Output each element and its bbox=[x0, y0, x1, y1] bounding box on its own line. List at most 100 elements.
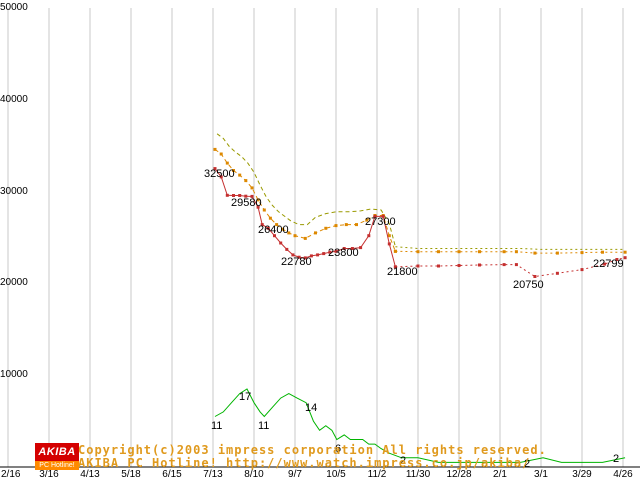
average-price-marker bbox=[232, 169, 235, 172]
average-price-marker bbox=[256, 198, 260, 202]
lowest-price-marker bbox=[623, 256, 627, 260]
point-value-label: 11 bbox=[258, 420, 270, 432]
point-value-label: 2 bbox=[524, 458, 531, 470]
x-axis-tick-label: 3/16 bbox=[39, 469, 59, 480]
lowest-price-marker bbox=[393, 265, 397, 269]
highest-price-line bbox=[395, 246, 626, 250]
lowest-price-marker bbox=[328, 250, 332, 254]
x-axis-tick-label: 12/28 bbox=[446, 469, 472, 480]
lowest-price-marker bbox=[373, 214, 377, 218]
average-price-marker bbox=[555, 251, 559, 255]
point-value-label: 32500 bbox=[204, 168, 235, 180]
average-price-marker bbox=[262, 208, 266, 212]
point-value-label: 2 bbox=[613, 453, 620, 465]
average-price-marker bbox=[387, 234, 391, 238]
point-value-label: 20750 bbox=[513, 279, 544, 291]
average-price-marker bbox=[324, 226, 328, 230]
average-price-marker bbox=[334, 224, 338, 228]
average-price-marker bbox=[623, 250, 627, 254]
copyright-watermark-text: Copyright(c)2003 impress corporation All… bbox=[78, 443, 547, 457]
lowest-price-marker bbox=[615, 258, 619, 261]
lowest-price-marker bbox=[514, 263, 518, 267]
point-value-label: 26400 bbox=[258, 224, 289, 236]
y-axis-tick-label: 20000 bbox=[0, 277, 28, 289]
y-axis-tick-label: 30000 bbox=[0, 185, 28, 197]
lowest-price-marker bbox=[367, 234, 371, 238]
lowest-price-marker bbox=[260, 223, 264, 227]
lowest-price-marker bbox=[334, 249, 338, 253]
point-value-label: 11 bbox=[211, 420, 223, 432]
average-price-marker bbox=[244, 179, 248, 183]
average-price-marker bbox=[416, 250, 420, 254]
average-price-marker bbox=[287, 231, 291, 235]
akiba-logo: AKIBA PC Hotline! bbox=[35, 443, 79, 470]
lowest-price-marker bbox=[533, 275, 537, 278]
point-value-label: 22780 bbox=[281, 256, 312, 268]
lowest-price-marker bbox=[502, 263, 506, 267]
average-price-marker bbox=[281, 227, 285, 231]
x-axis-tick-label: 4/26 bbox=[613, 469, 633, 480]
lowest-price-marker bbox=[416, 264, 420, 268]
akiba-logo-subtitle: PC Hotline! bbox=[35, 461, 79, 470]
lowest-price-marker bbox=[273, 234, 276, 238]
x-axis-tick-label: 11/2 bbox=[367, 469, 387, 480]
x-axis-tick-label: 6/15 bbox=[162, 469, 182, 480]
average-price-marker bbox=[275, 223, 279, 227]
lowest-price-marker bbox=[219, 175, 223, 179]
lowest-price-marker bbox=[250, 194, 254, 198]
y-axis-tick-label: 40000 bbox=[0, 93, 28, 105]
lowest-price-marker bbox=[309, 254, 313, 258]
site-url-watermark-text: AKIBA PC Hotline! http://www.watch.impre… bbox=[78, 456, 531, 470]
lowest-price-marker bbox=[387, 242, 391, 246]
average-price-marker bbox=[478, 250, 481, 254]
lowest-price-marker bbox=[297, 255, 301, 259]
lowest-price-marker bbox=[359, 246, 363, 250]
lowest-price-marker bbox=[285, 247, 289, 251]
point-value-label: 6 bbox=[335, 443, 342, 455]
average-price-marker bbox=[601, 250, 604, 254]
point-value-label: 29580 bbox=[231, 197, 262, 209]
y-axis-tick-label: 10000 bbox=[0, 369, 28, 381]
point-value-label: 23800 bbox=[328, 247, 359, 259]
point-value-label: 14 bbox=[305, 402, 318, 414]
point-value-label: 27300 bbox=[365, 216, 396, 228]
lowest-price-marker bbox=[316, 253, 320, 257]
lowest-price-line bbox=[395, 257, 626, 278]
x-axis-tick-label: 3/1 bbox=[534, 469, 548, 480]
x-axis-tick-label: 3/29 bbox=[572, 469, 592, 480]
x-axis-tick-label: 2/16 bbox=[1, 469, 21, 480]
average-price-marker bbox=[355, 223, 358, 227]
point-value-label: 22799 bbox=[593, 258, 624, 270]
average-price-marker bbox=[268, 216, 272, 220]
average-price-marker bbox=[314, 231, 317, 235]
lowest-price-marker bbox=[303, 256, 307, 260]
x-axis-tick-label: 10/5 bbox=[326, 469, 346, 480]
lowest-price-marker bbox=[232, 194, 235, 197]
shop-count-line bbox=[214, 388, 626, 463]
average-price-marker bbox=[344, 223, 348, 227]
average-price-marker bbox=[303, 236, 307, 240]
lowest-price-marker bbox=[279, 241, 283, 245]
x-axis-tick-label: 11/30 bbox=[405, 469, 431, 480]
point-value-label: 21800 bbox=[387, 266, 418, 278]
x-axis-tick-label: 7/13 bbox=[203, 469, 223, 480]
lowest-price-marker bbox=[266, 226, 270, 230]
lowest-price-marker bbox=[350, 247, 354, 250]
lowest-price-marker bbox=[580, 268, 584, 272]
lowest-price-marker bbox=[213, 167, 217, 171]
lowest-price-marker bbox=[244, 194, 248, 198]
lowest-price-marker bbox=[457, 264, 461, 267]
average-price-marker bbox=[225, 161, 229, 165]
average-price-marker bbox=[437, 250, 440, 254]
average-price-marker bbox=[238, 173, 242, 177]
average-price-marker bbox=[393, 249, 397, 253]
x-axis-tick-label: 8/10 bbox=[244, 469, 264, 480]
lowest-price-marker bbox=[342, 247, 346, 250]
x-axis-tick-label: 5/18 bbox=[121, 469, 141, 480]
lowest-price-marker bbox=[478, 263, 481, 267]
highest-price-line bbox=[216, 133, 396, 247]
average-price-marker bbox=[580, 251, 584, 255]
lowest-price-marker bbox=[322, 252, 326, 256]
